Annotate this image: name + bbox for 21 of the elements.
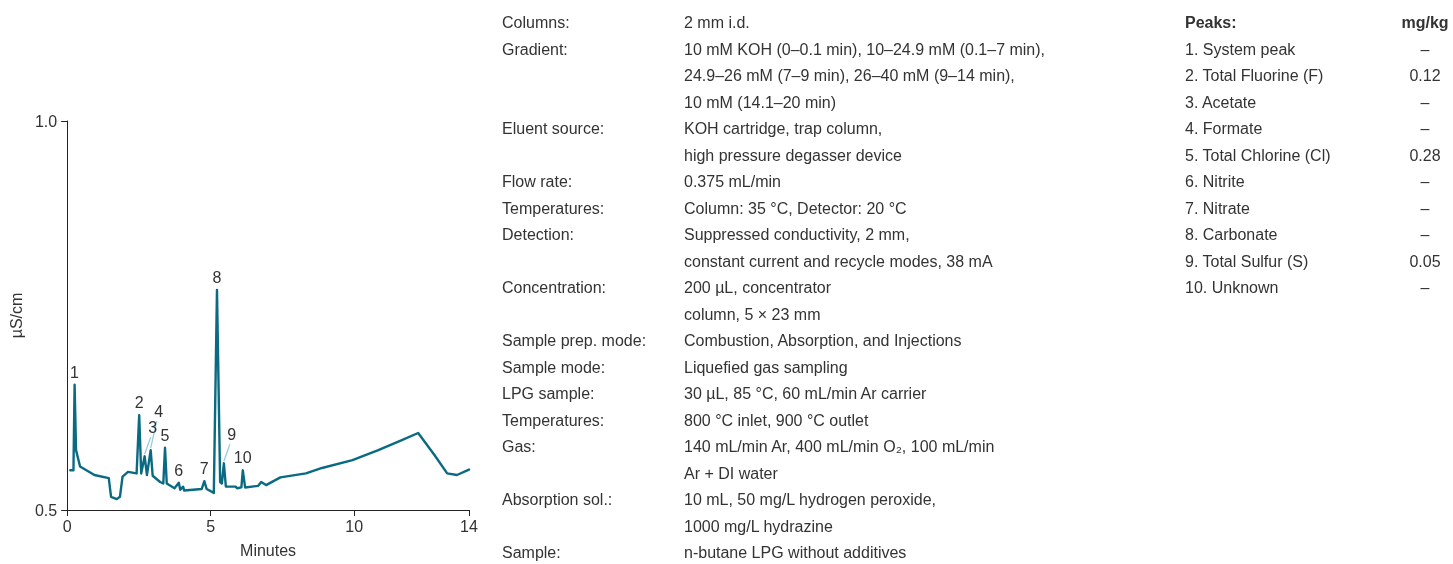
- text: Columns: 2 mm i.d. Gradient: 10 mM KOH (0–0.1 min), 10–24.9 mM (0.1–7 min), 24.9–26 mM (7–9 min), 26–40 mM (9–14 min), 10 mM (14.1–20 min) Eluent source: KOH cartridge, trap column, high pressure degasser device Flow rate: 0.375 mL/min Temperatures: Column: 35 °C, Detector: 20 °C Detection: Suppressed conductivity, 2 mm, constant current and recycle modes, 38 mA Concentration: 200 µL, concentrator column, 5 × 23 mm Sample prep. mode: Combustion, Absorption, and Injections Sample mode: Liquefied gas sampling LPG sample: 30 µL, 85 °C, 60 mL/min Ar carrier Temperatures: 800 °C inlet, 900 °C outlet Gas: 140 mL/min Ar, 400 mL/min O₂, 100 mL/min Ar + DI water Absorption sol.: 10 mL, 50 mg/L hydrogen peroxide, 1000 mg/L hydrazine Sample: n-butane LPG without additives: [502, 14, 1046, 561]
- annotation: 9: [227, 426, 237, 444]
- annotation: 4: [154, 403, 164, 421]
- x-tick-label: 10: [345, 517, 364, 535]
- y-tick-label: 1.0: [34, 112, 58, 130]
- y-tick-label: 0.5: [34, 501, 58, 519]
- annotation: 3: [148, 419, 158, 437]
- annotation: 10: [233, 449, 252, 467]
- annotation: 6: [174, 461, 184, 479]
- annotation: 1: [70, 363, 79, 381]
- line-series: [69, 288, 471, 501]
- annotation: 2: [134, 394, 144, 412]
- x-tick-label: 5: [206, 517, 216, 535]
- y-axis-title: µS/cm: [7, 292, 25, 339]
- x-axis-title: Minutes: [240, 541, 297, 559]
- x-tick-label: 14: [460, 517, 478, 535]
- annotation: 7: [199, 460, 209, 478]
- x-tick-label: 0: [62, 517, 72, 535]
- annotation: 5: [160, 426, 170, 444]
- text: Peaks: mg/kg 1. System peak – 2. Total Fluorine (F) 0.12 3. Acetate – 4. Formate – 5. Total Chlorine (Cl) 0.28 6. Nitrite – 7. Nitrate – 8. Carbonate – 9. Total Sulfur (S) 0.05 10. Unknown –: [1185, 14, 1449, 296]
- annotation: 8: [212, 268, 222, 286]
